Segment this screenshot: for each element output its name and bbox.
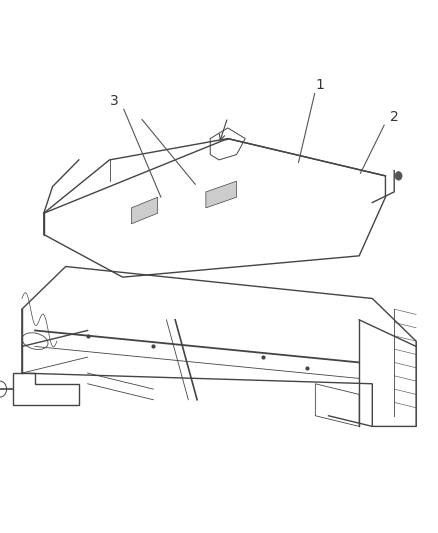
Polygon shape — [131, 197, 158, 224]
Text: 1: 1 — [315, 78, 324, 92]
Text: 3: 3 — [110, 94, 118, 108]
Circle shape — [395, 172, 402, 180]
Polygon shape — [206, 181, 237, 208]
Text: 2: 2 — [390, 110, 399, 124]
